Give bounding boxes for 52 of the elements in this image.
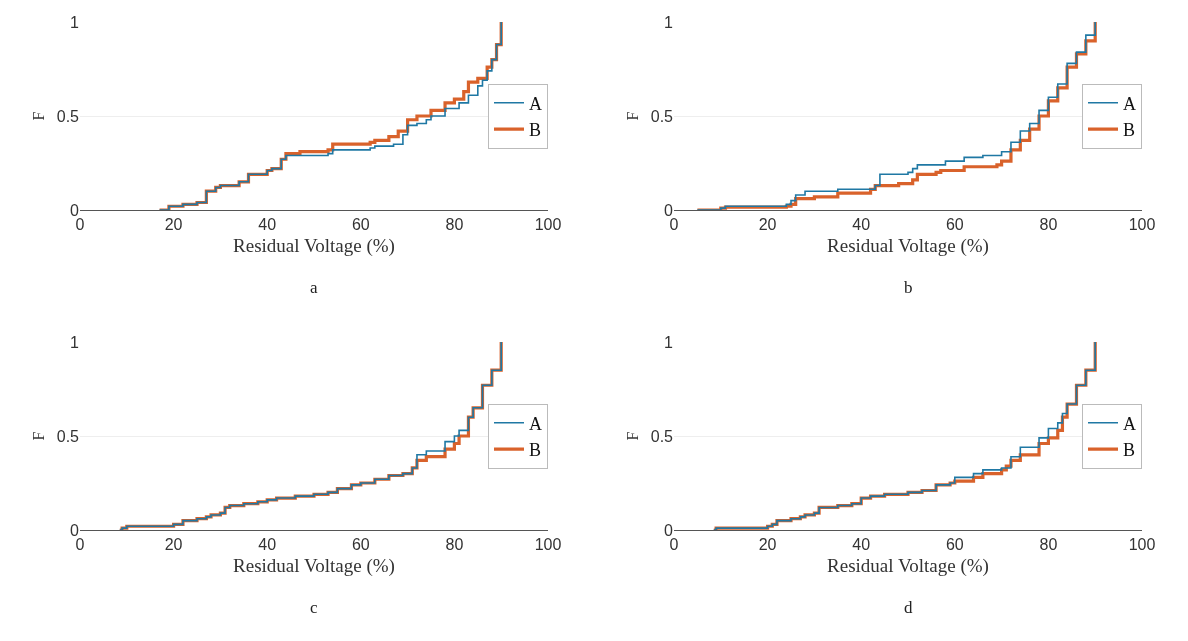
legend-label: B [529, 120, 542, 141]
x-tick-label: 100 [534, 216, 562, 234]
legend-label: A [1123, 93, 1136, 114]
x-tick-label: 80 [445, 216, 464, 234]
x-axis-title: Residual Voltage (%) [233, 555, 395, 577]
x-tick-label: 100 [1128, 216, 1156, 234]
x-tick-label: 60 [351, 216, 370, 234]
y-axis-title: F [29, 111, 47, 121]
x-tick-label: 40 [258, 216, 277, 234]
x-axis-title: Residual Voltage (%) [827, 555, 989, 577]
y-tick-label: 0.5 [56, 107, 80, 125]
x-tick-label: 80 [1039, 216, 1058, 234]
legend-label: A [529, 413, 542, 434]
text: c [310, 598, 318, 617]
y-tick-label: 1 [70, 333, 80, 351]
x-tick-label: 80 [1039, 536, 1058, 554]
x-axis-title: Residual Voltage (%) [233, 235, 395, 257]
legend-label: A [1123, 413, 1136, 434]
y-tick-label: 0 [664, 521, 674, 539]
x-tick-label: 20 [758, 536, 777, 554]
x-tick-label: 40 [852, 536, 871, 554]
x-tick-label: 20 [164, 536, 183, 554]
text: b [904, 278, 913, 297]
x-tick-label: 20 [758, 216, 777, 234]
x-axis-title: Residual Voltage (%) [827, 235, 989, 257]
x-tick-label: 20 [164, 216, 183, 234]
legend-label: B [1123, 440, 1136, 461]
y-tick-label: 1 [664, 13, 674, 31]
text: d [904, 598, 913, 617]
legend-label: B [529, 440, 542, 461]
legend-label: A [529, 93, 542, 114]
x-tick-label: 40 [852, 216, 871, 234]
x-tick-label: 60 [351, 536, 370, 554]
x-tick-label: 40 [258, 536, 277, 554]
x-tick-label: 100 [534, 536, 562, 554]
x-tick-label: 80 [445, 536, 464, 554]
y-tick-label: 1 [664, 333, 674, 351]
y-axis-title: F [29, 431, 47, 441]
y-tick-label: 0.5 [650, 427, 674, 445]
y-axis-title: F [623, 111, 641, 121]
y-tick-label: 0 [70, 521, 80, 539]
y-tick-label: 0 [664, 201, 674, 219]
y-tick-label: 0 [70, 201, 80, 219]
y-tick-label: 0.5 [56, 427, 80, 445]
x-tick-label: 60 [945, 536, 964, 554]
legend-label: B [1123, 120, 1136, 141]
y-tick-label: 1 [70, 13, 80, 31]
text: a [310, 278, 318, 297]
x-tick-label: 100 [1128, 536, 1156, 554]
y-tick-label: 0.5 [650, 107, 674, 125]
y-axis-title: F [623, 431, 641, 441]
x-tick-label: 60 [945, 216, 964, 234]
